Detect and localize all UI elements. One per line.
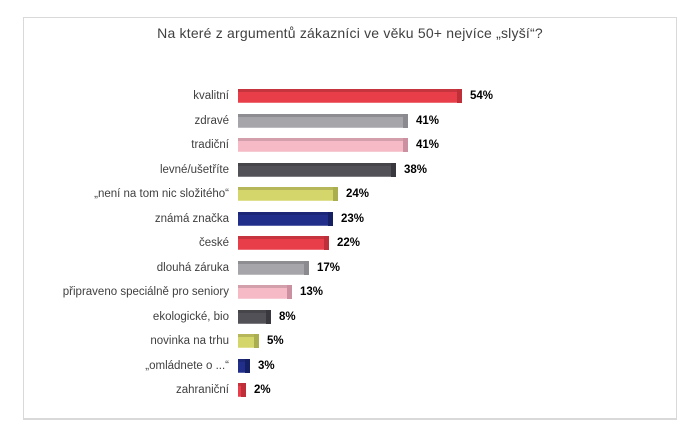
- bar: [238, 285, 292, 300]
- chart-frame: Na které z argumentů zákazníci ve věku 5…: [23, 17, 677, 420]
- value-label: 17%: [317, 261, 341, 274]
- bar: [238, 334, 259, 349]
- chart-title: Na které z argumentů zákazníci ve věku 5…: [157, 25, 543, 41]
- bar-row: české 22%: [24, 231, 676, 256]
- value-label: 13%: [300, 286, 324, 299]
- value-label: 38%: [404, 163, 428, 176]
- value-label: 41%: [416, 139, 440, 152]
- bar-row: „není na tom nic složitého“ 24%: [24, 182, 676, 207]
- category-label: zdravé: [194, 114, 229, 127]
- bar-row: novinka na trhu 5%: [24, 329, 676, 354]
- bar-track: 38%: [238, 158, 676, 183]
- bar-row: zdravé 41%: [24, 109, 676, 134]
- value-label: 41%: [416, 114, 440, 127]
- bar-track: 22%: [238, 231, 676, 256]
- bar-track: 5%: [238, 329, 676, 354]
- category-label: zahraniční: [175, 384, 229, 397]
- bar: [238, 236, 329, 251]
- category-label: české: [198, 237, 229, 250]
- value-label: 8%: [279, 310, 296, 323]
- bar: [238, 260, 309, 275]
- category-label: „omládnete o ...“: [145, 359, 229, 372]
- bar-track: 41%: [238, 133, 676, 158]
- bar-row: připraveno speciálně pro seniory 13%: [24, 280, 676, 305]
- bar: [238, 89, 462, 104]
- bar-track: 23%: [238, 207, 676, 232]
- bar-row: kvalitní 54%: [24, 84, 676, 109]
- value-label: 23%: [341, 212, 365, 225]
- category-label: známá značka: [154, 212, 229, 225]
- bar-row: „omládnete o ...“ 3%: [24, 354, 676, 379]
- value-label: 54%: [470, 90, 494, 103]
- category-label: tradiční: [191, 139, 229, 152]
- bar: [238, 162, 396, 177]
- bar: [238, 138, 408, 153]
- bar-row: známá značka 23%: [24, 207, 676, 232]
- bar: [238, 309, 271, 324]
- bar-row: tradiční 41%: [24, 133, 676, 158]
- bar-row: ekologické, bio 8%: [24, 305, 676, 330]
- bar: [238, 383, 246, 398]
- category-label: připraveno speciálně pro seniory: [62, 286, 229, 299]
- bar-track: 13%: [238, 280, 676, 305]
- bar-row: dlouhá záruka 17%: [24, 256, 676, 281]
- value-label: 3%: [258, 359, 275, 372]
- bar: [238, 113, 408, 128]
- value-label: 2%: [254, 384, 271, 397]
- bar: [238, 187, 338, 202]
- bar: [238, 211, 333, 226]
- bar-track: 2%: [238, 378, 676, 403]
- bar-track: 3%: [238, 354, 676, 379]
- value-label: 24%: [346, 188, 370, 201]
- category-label: kvalitní: [193, 90, 229, 103]
- bar-row: zahraniční 2%: [24, 378, 676, 403]
- bar-rows: kvalitní 54% zdravé 41% tradiční 41% levné/uše…: [24, 84, 676, 403]
- value-label: 5%: [267, 335, 284, 348]
- category-label: levné/ušetříte: [159, 163, 229, 176]
- bar-track: 54%: [238, 84, 676, 109]
- bar: [238, 358, 250, 373]
- category-label: dlouhá záruka: [156, 261, 229, 274]
- category-label: „není na tom nic složitého“: [94, 188, 229, 201]
- bar-row: levné/ušetříte 38%: [24, 158, 676, 183]
- bar-track: 41%: [238, 109, 676, 134]
- category-label: ekologické, bio: [152, 310, 229, 323]
- category-label: novinka na trhu: [150, 335, 229, 348]
- bar-track: 17%: [238, 256, 676, 281]
- bar-track: 24%: [238, 182, 676, 207]
- bar-track: 8%: [238, 305, 676, 330]
- value-label: 22%: [337, 237, 361, 250]
